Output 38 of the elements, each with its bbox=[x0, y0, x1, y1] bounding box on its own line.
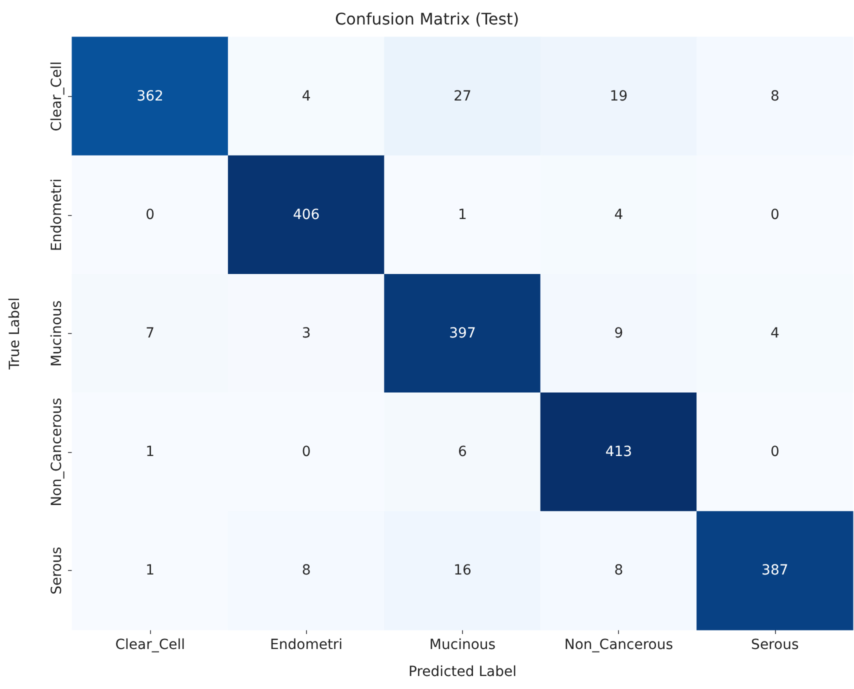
data-label: 413 bbox=[605, 444, 632, 460]
y-tick-label: Non_Cancerous bbox=[49, 398, 65, 506]
data-label: 1 bbox=[146, 444, 155, 460]
y-tick-label: Clear_Cell bbox=[49, 61, 65, 132]
data-label: 8 bbox=[302, 562, 311, 579]
data-label: 0 bbox=[770, 444, 780, 460]
data-label: 362 bbox=[136, 88, 164, 104]
x-tick-label: Serous bbox=[751, 637, 799, 653]
chart-title: Confusion Matrix (Test) bbox=[334, 10, 520, 28]
y-tick-label: Serous bbox=[49, 546, 65, 595]
data-label: 406 bbox=[292, 206, 320, 223]
x-tick-label: Endometri bbox=[270, 637, 343, 653]
data-label: 4 bbox=[770, 326, 780, 342]
x-tick-label: Mucinous bbox=[429, 637, 496, 653]
data-label: 0 bbox=[302, 444, 311, 460]
x-axis-title: Predicted Label bbox=[408, 664, 516, 680]
y-axis-title: True Label bbox=[7, 298, 23, 370]
data-label: 8 bbox=[770, 88, 780, 104]
y-tick-label: Mucinous bbox=[49, 300, 65, 367]
x-tick-label: Clear_Cell bbox=[115, 637, 185, 653]
data-label: 0 bbox=[770, 206, 780, 223]
x-tick-label: Non_Cancerous bbox=[564, 637, 674, 653]
data-label: 397 bbox=[449, 326, 476, 342]
data-label: 9 bbox=[614, 326, 624, 342]
data-label: 16 bbox=[454, 562, 472, 579]
data-label: 27 bbox=[454, 88, 472, 104]
data-label: 8 bbox=[614, 562, 624, 579]
data-label: 6 bbox=[458, 444, 468, 460]
data-label: 4 bbox=[614, 206, 624, 223]
data-label: 3 bbox=[302, 326, 311, 342]
data-label: 0 bbox=[146, 206, 155, 223]
data-label: 4 bbox=[302, 88, 311, 104]
data-label: 1 bbox=[458, 206, 467, 223]
data-label: 1 bbox=[146, 562, 155, 579]
data-label: 7 bbox=[146, 326, 155, 342]
y-tick-label: Endometri bbox=[49, 178, 65, 252]
data-label: 19 bbox=[610, 88, 628, 104]
data-label: 387 bbox=[762, 562, 788, 579]
